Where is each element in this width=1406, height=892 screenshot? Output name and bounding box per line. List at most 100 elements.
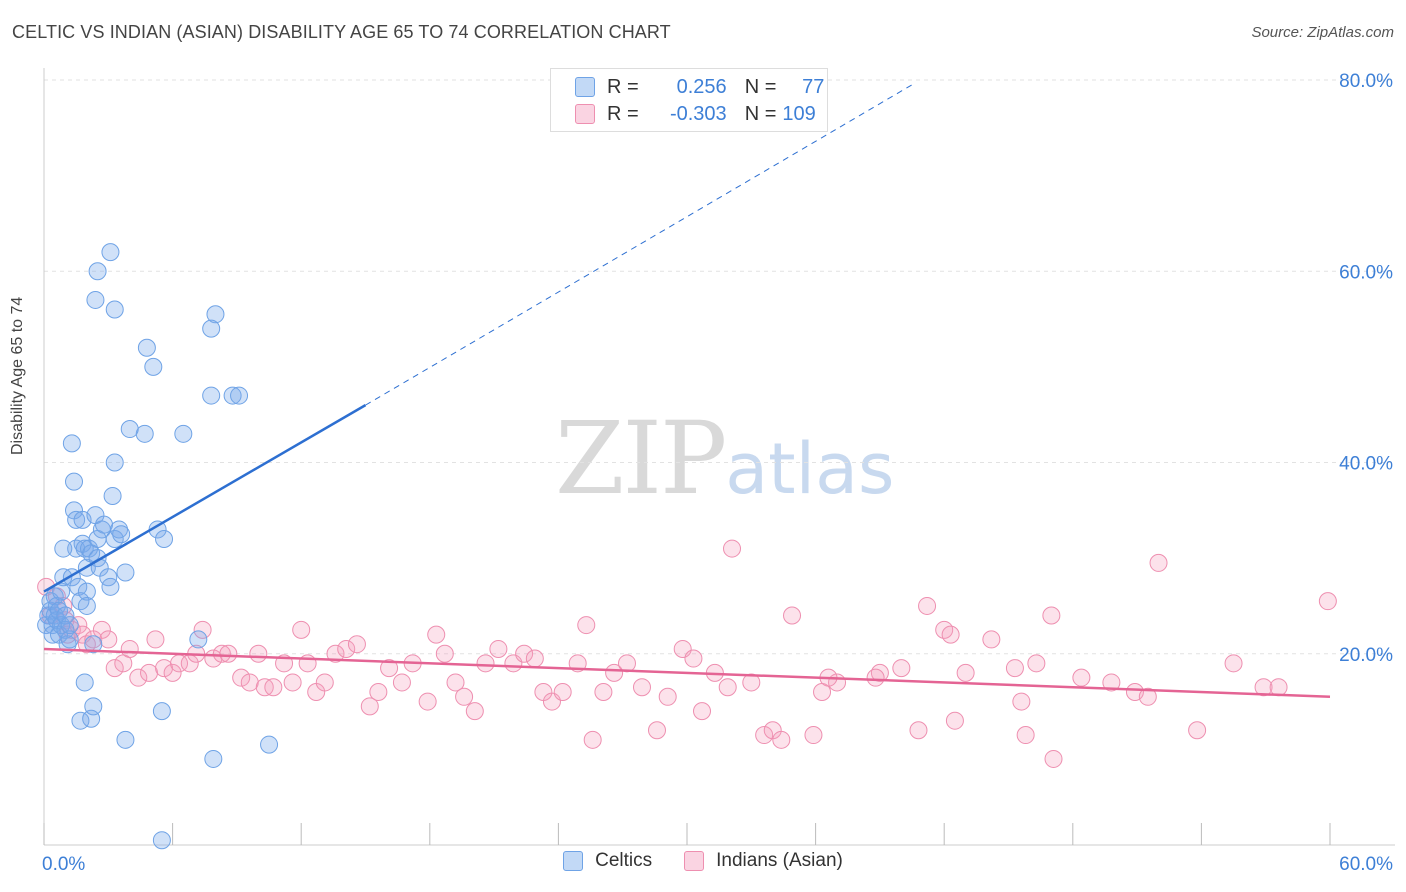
celtics-point <box>54 539 73 558</box>
indians-point <box>249 644 268 663</box>
indians-point <box>577 616 596 635</box>
celtics-point <box>174 424 193 443</box>
indians-trend-line <box>43 647 1331 699</box>
indians-point <box>418 692 437 711</box>
legend-label-indians: Indians (Asian) <box>716 850 843 871</box>
celtics-point <box>101 243 120 262</box>
indians-point <box>684 649 703 668</box>
legend-r-label: R = <box>607 75 639 98</box>
celtics-point <box>202 319 221 338</box>
watermark-zip: ZIP <box>555 400 727 517</box>
celtics-point <box>84 697 103 716</box>
indians-point <box>140 663 159 682</box>
legend-swatch-celtics <box>575 77 595 97</box>
indians-point <box>120 639 139 658</box>
indians-point <box>553 683 572 701</box>
celtics-point <box>204 749 223 768</box>
indians-point <box>146 630 165 649</box>
indians-point <box>1138 687 1157 706</box>
legend-n-label: N = <box>744 102 777 125</box>
indians-point <box>476 654 495 673</box>
legend-n-label: N = <box>744 75 777 98</box>
indians-point <box>772 730 791 749</box>
indians-point <box>647 721 666 740</box>
celtics-point <box>105 453 124 472</box>
indians-point <box>1012 692 1031 711</box>
indians-point <box>92 620 111 639</box>
celtics-point <box>77 596 96 615</box>
celtics-point <box>116 730 135 749</box>
indians-point <box>1072 668 1091 687</box>
celtics-point <box>62 434 81 453</box>
indians-point <box>380 659 399 678</box>
y-tick-label: 20.0% <box>1339 645 1393 666</box>
indians-point <box>1318 592 1337 611</box>
indians-point <box>1254 678 1273 697</box>
indians-point <box>1102 673 1121 692</box>
celtics-point <box>135 424 154 443</box>
celtics-point <box>84 635 103 654</box>
celtics-point <box>152 702 171 721</box>
indians-point <box>193 620 212 639</box>
indians-point <box>264 678 283 697</box>
legend-swatch-indians <box>684 851 705 871</box>
indians-point <box>212 644 231 663</box>
legend-item-indians[interactable]: Indians (Asian) <box>684 850 843 872</box>
indians-point <box>283 673 302 692</box>
indians-point <box>435 644 454 663</box>
legend-item-celtics[interactable]: Celtics <box>563 850 652 872</box>
celtics-trend-extension <box>365 84 913 406</box>
indians-point <box>337 639 356 658</box>
celtics-point <box>86 290 105 309</box>
indians-point <box>515 644 534 663</box>
legend-r-label: R = <box>607 102 639 125</box>
celtics-point <box>137 338 156 357</box>
legend-swatch-indians <box>575 104 595 124</box>
legend-n-value: 109 <box>782 102 816 125</box>
watermark-atlas: atlas <box>725 428 895 510</box>
celtics-point <box>65 472 84 491</box>
indians-point <box>369 683 388 701</box>
celtics-point <box>223 386 242 405</box>
indians-point <box>326 644 345 663</box>
indians-point <box>918 596 937 615</box>
indians-point <box>866 668 885 687</box>
celtics-point <box>88 262 107 281</box>
correlation-legend: R = 0.256 N = 77 R = -0.303 N = 109 <box>550 68 828 132</box>
celtics-point <box>155 530 174 548</box>
source-label: Source: ZipAtlas.com <box>1251 24 1394 41</box>
celtics-point <box>95 515 114 534</box>
indians-point <box>956 663 975 682</box>
celtics-point <box>101 577 120 596</box>
indians-point <box>718 678 737 697</box>
watermark: ZIPatlas <box>555 400 894 517</box>
indians-point <box>129 668 148 687</box>
indians-point <box>455 687 474 706</box>
indians-point <box>465 702 484 721</box>
y-axis-label: Disability Age 65 to 74 <box>9 296 26 455</box>
indians-point <box>105 659 124 678</box>
celtics-point <box>230 386 249 405</box>
legend-row-indians: R = -0.303 N = 109 <box>575 102 818 126</box>
celtics-point <box>110 520 129 539</box>
legend-r-value: 0.256 <box>676 75 727 98</box>
indians-point <box>489 639 508 658</box>
indians-point <box>392 673 411 692</box>
indians-point <box>941 625 960 644</box>
celtics-point <box>105 300 124 319</box>
indians-point <box>1044 749 1063 768</box>
indians-point <box>525 649 544 668</box>
indians-point <box>1005 659 1024 678</box>
indians-point <box>804 726 823 745</box>
celtics-point <box>60 630 79 649</box>
indians-point <box>240 673 259 692</box>
indians-point <box>446 673 465 692</box>
celtics-point <box>189 630 208 649</box>
indians-point <box>1188 721 1207 740</box>
indians-point <box>1269 678 1288 697</box>
celtics-point <box>202 386 221 405</box>
indians-point <box>1027 654 1046 673</box>
legend-row-celtics: R = 0.256 N = 77 <box>575 75 824 99</box>
celtics-point <box>116 563 135 582</box>
indians-point <box>292 620 311 639</box>
